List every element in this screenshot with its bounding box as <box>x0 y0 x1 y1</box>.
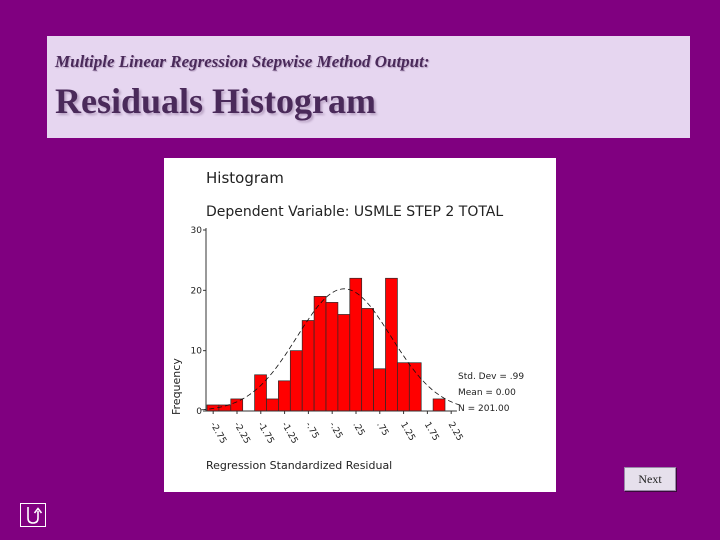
histogram-bar <box>349 277 363 412</box>
x-tick-label: 1.75 <box>422 421 441 443</box>
histogram-bar <box>230 398 244 412</box>
x-tick-label: .75 <box>374 421 390 438</box>
u-turn-return-icon[interactable] <box>20 503 46 527</box>
histogram-bar <box>373 368 386 412</box>
slide-title: Residuals Histogram <box>55 81 377 121</box>
histogram-chart-panel: Histogram Dependent Variable: USMLE STEP… <box>164 158 556 492</box>
x-tick-label: -.25 <box>327 421 344 441</box>
histogram-bar <box>397 362 410 412</box>
y-tick-label: 10 <box>191 347 203 357</box>
stat-std-dev: Std. Dev = .99 <box>458 372 524 382</box>
next-button[interactable]: Next <box>624 467 676 491</box>
histogram-bar <box>432 398 446 412</box>
x-axis-label: Regression Standardized Residual <box>206 459 392 472</box>
histogram-bar <box>289 350 303 412</box>
histogram-bar <box>361 308 374 412</box>
x-tick-label: -2.25 <box>231 421 251 446</box>
histogram-bar <box>206 404 220 412</box>
histogram-bar <box>278 380 291 412</box>
stat-mean: Mean = 0.00 <box>458 388 516 398</box>
histogram-bar <box>408 362 422 412</box>
y-axis-label: Frequency <box>170 358 183 415</box>
x-tick-label: .25 <box>350 421 366 438</box>
histogram-bar <box>385 277 398 412</box>
stat-n: N = 201.00 <box>458 404 510 414</box>
y-tick-label: 20 <box>191 286 203 296</box>
x-tick-label: -.75 <box>303 421 320 441</box>
x-tick-label: -1.25 <box>279 421 299 446</box>
histogram-bar <box>254 374 267 412</box>
chart-subtitle: Dependent Variable: USMLE STEP 2 TOTAL <box>206 204 503 220</box>
x-tick-label: 1.25 <box>398 421 417 443</box>
y-tick-label: 30 <box>191 226 203 236</box>
x-tick-label: -2.75 <box>208 421 228 446</box>
histogram-bar <box>218 404 232 412</box>
y-tick-label: 0 <box>196 407 202 417</box>
histogram-bar <box>337 314 351 412</box>
chart-title: Histogram <box>206 169 284 187</box>
title-box: Multiple Linear Regression Stepwise Meth… <box>47 36 690 138</box>
x-tick-label: -1.75 <box>255 421 275 446</box>
histogram-bar <box>266 398 279 412</box>
histogram-bar <box>301 320 315 412</box>
histogram-chart: Histogram Dependent Variable: USMLE STEP… <box>170 169 524 472</box>
slide-subtitle: Multiple Linear Regression Stepwise Meth… <box>55 52 430 71</box>
histogram-bar <box>313 296 327 412</box>
x-tick-label: 2.25 <box>446 421 465 443</box>
histogram-bar <box>325 302 339 412</box>
